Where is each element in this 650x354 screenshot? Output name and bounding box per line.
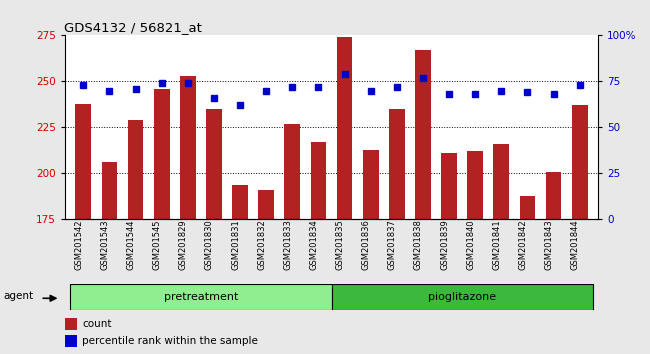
Text: agent: agent — [3, 291, 33, 301]
Text: GSM201830: GSM201830 — [205, 219, 214, 270]
Bar — [519, 195, 536, 219]
Bar — [65, 335, 77, 347]
Text: GSM201835: GSM201835 — [335, 219, 345, 270]
Text: GSM201833: GSM201833 — [283, 219, 292, 270]
Text: GSM201841: GSM201841 — [492, 219, 501, 270]
Text: count: count — [82, 319, 112, 329]
Bar — [332, 284, 593, 310]
Bar — [285, 124, 300, 219]
Text: GSM201843: GSM201843 — [545, 219, 554, 270]
Text: GSM201837: GSM201837 — [388, 219, 396, 270]
Bar — [363, 149, 378, 219]
Bar — [337, 37, 352, 219]
Text: percentile rank within the sample: percentile rank within the sample — [82, 336, 258, 346]
Bar — [389, 109, 405, 219]
Bar — [127, 120, 144, 219]
Text: GSM201544: GSM201544 — [127, 219, 136, 270]
Bar — [572, 105, 588, 219]
Text: GSM201838: GSM201838 — [414, 219, 423, 270]
Text: GSM201543: GSM201543 — [100, 219, 109, 270]
Bar — [467, 152, 483, 219]
Text: GSM201844: GSM201844 — [571, 219, 580, 270]
Text: GSM201836: GSM201836 — [361, 219, 370, 270]
Text: GSM201545: GSM201545 — [153, 219, 162, 270]
Bar — [441, 153, 457, 219]
Bar — [70, 284, 332, 310]
Bar — [101, 162, 117, 219]
Bar — [180, 76, 196, 219]
Text: GSM201542: GSM201542 — [74, 219, 83, 270]
Text: GSM201832: GSM201832 — [257, 219, 266, 270]
Text: GDS4132 / 56821_at: GDS4132 / 56821_at — [64, 21, 202, 34]
Text: GSM201842: GSM201842 — [519, 219, 527, 270]
Text: GSM201834: GSM201834 — [309, 219, 318, 270]
Text: GSM201829: GSM201829 — [179, 219, 188, 270]
Bar — [75, 103, 91, 219]
Text: pretreatment: pretreatment — [164, 292, 238, 302]
Text: GSM201840: GSM201840 — [466, 219, 475, 270]
Bar — [232, 184, 248, 219]
Bar — [154, 89, 170, 219]
Bar — [493, 144, 509, 219]
Bar — [311, 142, 326, 219]
Bar — [65, 318, 77, 330]
Bar — [415, 50, 431, 219]
Text: GSM201831: GSM201831 — [231, 219, 240, 270]
Bar — [206, 109, 222, 219]
Bar — [258, 190, 274, 219]
Text: pioglitazone: pioglitazone — [428, 292, 496, 302]
Bar — [546, 172, 562, 219]
Text: GSM201839: GSM201839 — [440, 219, 449, 270]
